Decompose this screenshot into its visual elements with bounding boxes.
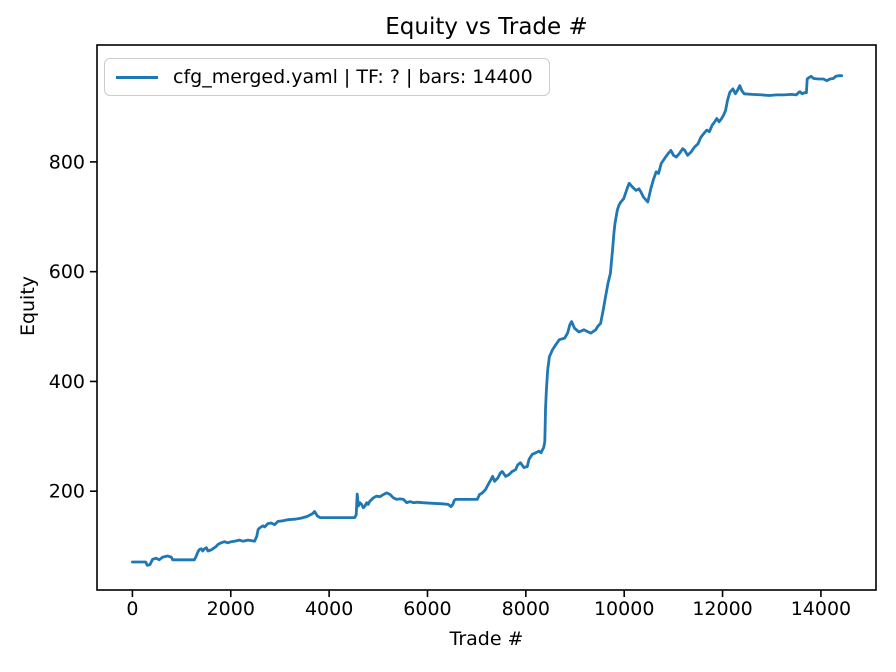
x-axis-label: Trade # xyxy=(449,628,524,650)
y-tick-label: 600 xyxy=(49,261,85,283)
x-tick-label: 2000 xyxy=(207,598,255,620)
plot-spines xyxy=(96,44,877,591)
equity-line xyxy=(130,74,843,567)
y-axis-label: Equity xyxy=(17,275,39,337)
x-tick-label: 8000 xyxy=(502,598,550,620)
chart-title: Equity vs Trade # xyxy=(385,14,588,40)
legend-line-swatch xyxy=(116,75,158,79)
x-tick-label: 0 xyxy=(126,598,138,620)
x-tick-label: 6000 xyxy=(403,598,451,620)
y-tick-label: 800 xyxy=(49,151,85,173)
x-tick-label: 14000 xyxy=(791,598,851,620)
x-tick-label: 12000 xyxy=(692,598,752,620)
y-tick-label: 200 xyxy=(49,481,85,503)
x-tick-label: 10000 xyxy=(594,598,654,620)
legend: cfg_merged.yaml | TF: ? | bars: 14400 xyxy=(104,58,550,96)
legend-series-label: cfg_merged.yaml | TF: ? | bars: 14400 xyxy=(173,66,533,88)
x-tick-label: 4000 xyxy=(305,598,353,620)
y-tick-label: 400 xyxy=(49,371,85,393)
